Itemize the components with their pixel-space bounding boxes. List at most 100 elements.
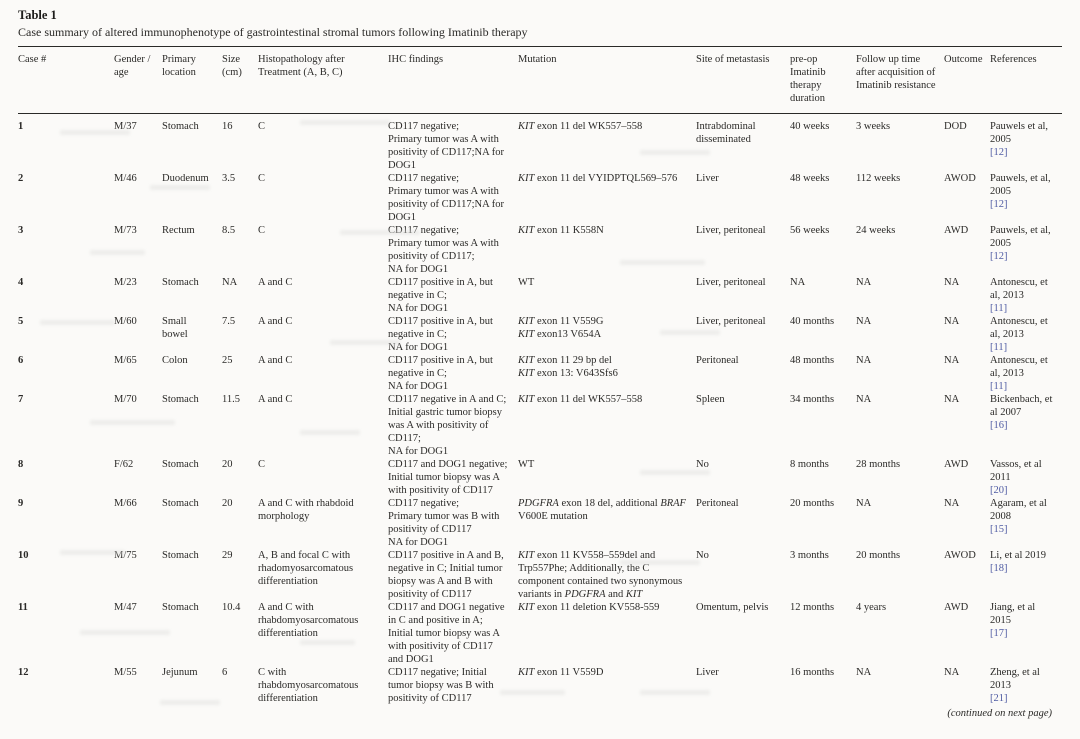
cell-followup-time: NA: [856, 667, 872, 678]
cell-case-number: 12: [18, 667, 29, 678]
reference-text: Vassos, et al 2011: [990, 459, 1042, 483]
citation-link[interactable]: [15]: [990, 524, 1008, 535]
table-row: 4 M/23 Stomach NA A and C CD117 positive in A…: [18, 276, 1062, 315]
cell-histopathology: A and C: [258, 316, 293, 327]
table-row: 7 M/70 Stomach 11.5 A and C CD117 negative in…: [18, 393, 1062, 458]
citation-link[interactable]: [20]: [990, 485, 1008, 496]
cell-outcome: NA: [944, 394, 960, 405]
cell-histopathology: A and C: [258, 277, 293, 288]
cell-site-of-metastasis: Intrabdominal disseminated: [696, 121, 756, 145]
cell-followup-time: NA: [856, 316, 872, 327]
cell-followup-time: 4 years: [856, 602, 887, 613]
citation-link[interactable]: [21]: [990, 693, 1008, 704]
cell-outcome: NA: [944, 667, 960, 678]
cell-mutation: KIT exon 11 V559D: [518, 667, 604, 678]
citation-link[interactable]: [12]: [990, 251, 1008, 262]
cell-histopathology: A, B and focal C with rhadomyosarcomatou…: [258, 550, 354, 587]
cell-gender-age: M/23: [114, 277, 137, 288]
cell-primary-location: Stomach: [162, 121, 199, 132]
reference-text: Pauwels, et al, 2005: [990, 225, 1051, 249]
cell-case-number: 4: [18, 277, 24, 288]
cell-preop-duration: 16 months: [790, 667, 835, 678]
cell-site-of-metastasis: Liver, peritoneal: [696, 316, 766, 327]
cell-histopathology: C: [258, 459, 266, 470]
cell-references: Bickenbach, et al 2007 [16]: [990, 393, 1062, 458]
citation-link[interactable]: [18]: [990, 563, 1008, 574]
cell-gender-age: M/47: [114, 602, 137, 613]
cell-mutation: KIT exon 11 del WK557–558: [518, 121, 643, 132]
cell-mutation: KIT exon 11 del VYIDPTQL569–576: [518, 173, 678, 184]
cell-references: Pauwels et al, 2005 [12]: [990, 114, 1062, 173]
col-header-4: Histopathology after Treatment (A, B, C): [258, 46, 388, 114]
cell-site-of-metastasis: Peritoneal: [696, 355, 739, 366]
cell-size: NA: [222, 277, 238, 288]
table-row: 2 M/46 Duodenum 3.5 C CD117 negative; Primary …: [18, 172, 1062, 224]
cell-references: Jiang, et al 2015 [17]: [990, 601, 1062, 666]
cell-site-of-metastasis: Liver: [696, 173, 719, 184]
cell-references: Antonescu, et al, 2013 [11]: [990, 354, 1062, 393]
citation-link[interactable]: [11]: [990, 342, 1008, 353]
cell-size: 29: [222, 550, 233, 561]
citation-link[interactable]: [17]: [990, 628, 1008, 639]
cell-followup-time: NA: [856, 277, 872, 288]
citation-link[interactable]: [12]: [990, 147, 1008, 158]
table-row: 11 M/47 Stomach 10.4 A and C with rhabdomyos…: [18, 601, 1062, 666]
cell-site-of-metastasis: Omentum, pelvis: [696, 602, 769, 613]
cell-ihc-findings: CD117 positive in A and B, negative in C…: [388, 550, 504, 600]
cell-gender-age: M/37: [114, 121, 137, 132]
table-row: 9 M/66 Stomach 20 A and C with rhabdoid morp…: [18, 497, 1062, 549]
col-header-7: Site of metastasis: [696, 46, 790, 114]
reference-text: Pauwels et al, 2005: [990, 121, 1049, 145]
cell-size: 11.5: [222, 394, 240, 405]
cell-size: 20: [222, 459, 233, 470]
case-summary-table: Case # Gender / age Primary location Size (…: [18, 46, 1062, 705]
cell-outcome: AWOD: [944, 550, 976, 561]
cell-site-of-metastasis: Liver: [696, 667, 719, 678]
cell-size: 8.5: [222, 225, 236, 236]
cell-gender-age: M/55: [114, 667, 137, 678]
cell-references: Antonescu, et al, 2013 [11]: [990, 315, 1062, 354]
cell-preop-duration: 48 weeks: [790, 173, 830, 184]
cell-references: Zheng, et al 2013 [21]: [990, 666, 1062, 705]
table-row: 6 M/65 Colon 25 A and C CD117 positive in A, …: [18, 354, 1062, 393]
col-header-8: pre-op Imatinib therapy duration: [790, 46, 856, 114]
col-header-6: Mutation: [518, 46, 696, 114]
cell-gender-age: M/46: [114, 173, 137, 184]
cell-site-of-metastasis: Spleen: [696, 394, 725, 405]
reference-text: Li, et al 2019: [990, 550, 1046, 561]
cell-references: Vassos, et al 2011 [20]: [990, 458, 1062, 497]
cell-followup-time: 28 months: [856, 459, 901, 470]
cell-primary-location: Stomach: [162, 550, 199, 561]
cell-followup-time: NA: [856, 355, 872, 366]
reference-text: Antonescu, et al, 2013: [990, 277, 1048, 301]
cell-histopathology: A and C with rhabdoid morphology: [258, 498, 354, 522]
cell-outcome: DOD: [944, 121, 967, 132]
reference-text: Jiang, et al 2015: [990, 602, 1036, 626]
cell-preop-duration: 56 weeks: [790, 225, 830, 236]
citation-link[interactable]: [12]: [990, 199, 1008, 210]
cell-case-number: 2: [18, 173, 24, 184]
cell-references: Pauwels, et al, 2005 [12]: [990, 224, 1062, 276]
cell-site-of-metastasis: No: [696, 459, 709, 470]
citation-link[interactable]: [11]: [990, 303, 1008, 314]
cell-case-number: 6: [18, 355, 24, 366]
cell-histopathology: C: [258, 173, 266, 184]
cell-primary-location: Jejunum: [162, 667, 198, 678]
cell-preop-duration: 40 months: [790, 316, 835, 327]
cell-followup-time: 3 weeks: [856, 121, 891, 132]
citation-link[interactable]: [11]: [990, 381, 1008, 392]
cell-mutation: KIT exon 11 del WK557–558: [518, 394, 643, 405]
cell-case-number: 9: [18, 498, 24, 509]
cell-references: Pauwels, et al, 2005 [12]: [990, 172, 1062, 224]
cell-primary-location: Rectum: [162, 225, 195, 236]
cell-primary-location: Stomach: [162, 394, 199, 405]
table-label: Table 1: [18, 8, 57, 22]
citation-link[interactable]: [16]: [990, 420, 1008, 431]
cell-gender-age: M/65: [114, 355, 137, 366]
cell-case-number: 7: [18, 394, 24, 405]
paper-page: Table 1 Case summary of altered immunoph…: [18, 8, 1062, 719]
reference-text: Antonescu, et al, 2013: [990, 355, 1048, 379]
cell-gender-age: M/75: [114, 550, 137, 561]
cell-mutation: WT: [518, 459, 535, 470]
cell-outcome: NA: [944, 355, 960, 366]
